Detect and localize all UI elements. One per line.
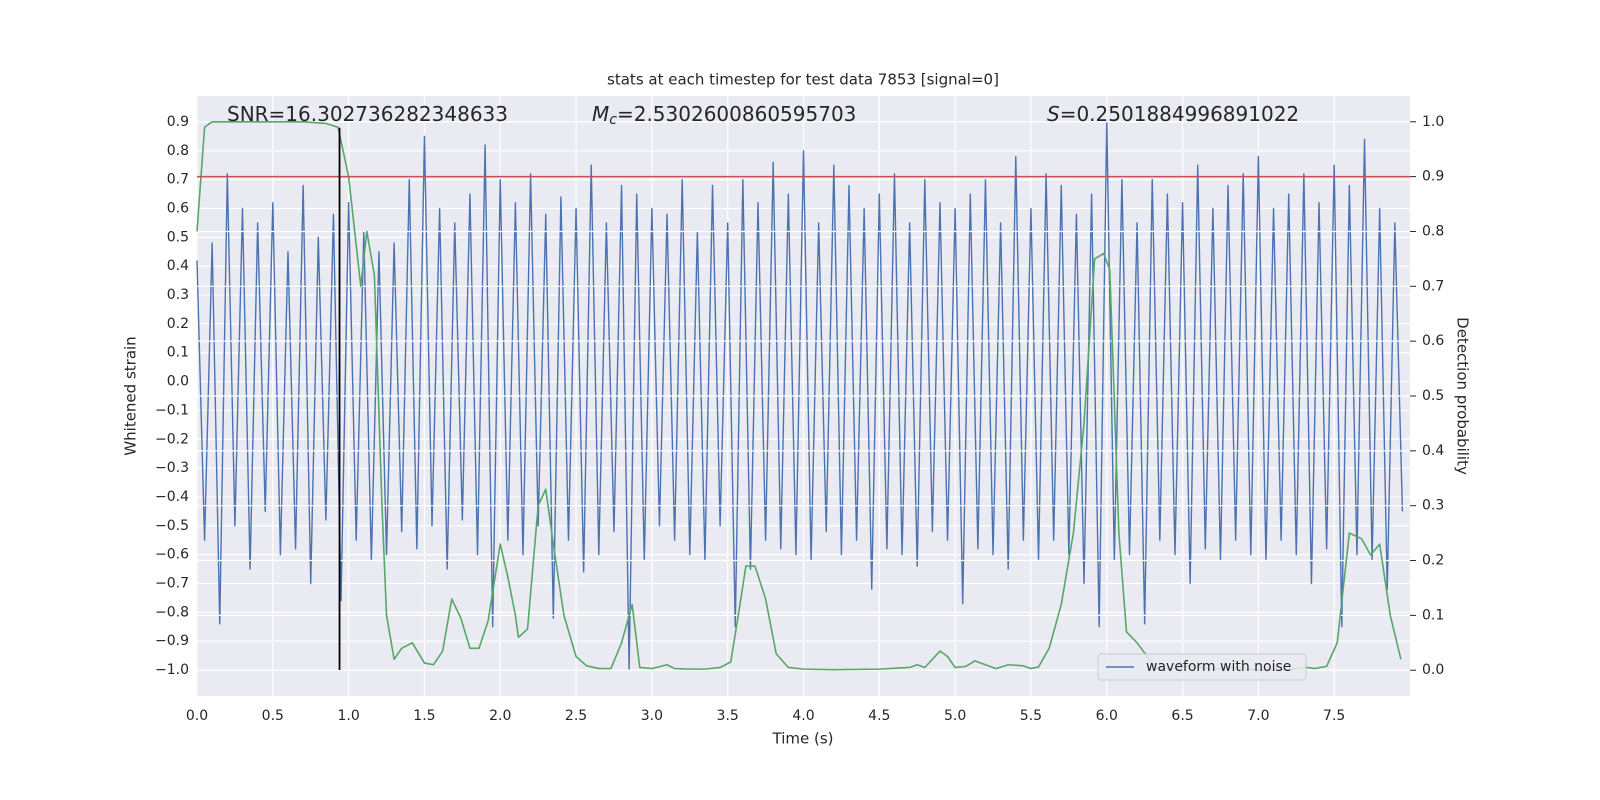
legend-label: waveform with noise (1146, 659, 1291, 675)
x-tick-label: 5.0 (944, 708, 966, 724)
y-tick-label: 0.7 (167, 172, 189, 188)
y2-tick-label: 0.0 (1422, 662, 1444, 678)
legend-box (1097, 653, 1307, 681)
annotation-text: =0.2501884996891022 (1060, 102, 1299, 126)
x-tick-label: 3.0 (641, 708, 663, 724)
x-tick-label: 7.5 (1323, 708, 1345, 724)
y2-tick-label: 0.1 (1422, 607, 1444, 623)
y-tick-label: −0.4 (155, 489, 189, 505)
annotation: SNR=16.302736282348633 (227, 102, 508, 126)
y-tick-label: −0.8 (155, 604, 189, 620)
y-tick-label: 0.1 (167, 345, 189, 361)
y2-tick-label: 0.4 (1422, 443, 1444, 459)
y-tick-label: 0.3 (167, 287, 189, 303)
x-tick-label: 2.5 (565, 708, 587, 724)
annotation-text: =2.5302600860595703 (617, 102, 856, 126)
annotation-symbol: S (1047, 102, 1060, 126)
y-tick-label: −0.3 (155, 460, 189, 476)
x-tick-label: 4.0 (792, 708, 814, 724)
y-tick-label: 0.8 (167, 143, 189, 159)
annotation-text: SNR=16.302736282348633 (227, 102, 508, 126)
y-tick-label: −0.7 (155, 576, 189, 592)
x-tick-label: 4.5 (868, 708, 890, 724)
y-tick-label: 0.0 (167, 374, 189, 390)
x-tick-label: 2.0 (489, 708, 511, 724)
y-tick-label: 0.5 (167, 229, 189, 245)
y2-tick-label: 0.8 (1422, 223, 1444, 239)
annotation: Mc=2.5302600860595703 (592, 102, 856, 129)
x-tick-label: 1.5 (413, 708, 435, 724)
x-tick-label: 0.0 (186, 708, 208, 724)
y2-tick-label: 0.6 (1422, 333, 1444, 349)
x-tick-label: 1.0 (337, 708, 359, 724)
y-tick-label: 0.4 (167, 258, 189, 274)
y2-tick-label: 0.2 (1422, 553, 1444, 569)
x-axis-label: Time (s) (772, 730, 834, 748)
y-tick-label: −0.9 (155, 633, 189, 649)
y-tick-label: −0.5 (155, 518, 189, 534)
y-tick-label: −1.0 (155, 662, 189, 678)
x-tick-label: 3.5 (717, 708, 739, 724)
y2-axis-label: Detection probability (1454, 317, 1472, 475)
x-tick-label: 5.5 (1020, 708, 1042, 724)
series-line (196, 121, 1404, 671)
y-tick-label: 0.6 (167, 201, 189, 217)
y-tick-label: 0.9 (167, 114, 189, 130)
y-tick-label: −0.6 (155, 547, 189, 563)
y2-tick-label: 0.3 (1422, 498, 1444, 514)
x-tick-label: 0.5 (262, 708, 284, 724)
y-axis-label: Whitened strain (122, 336, 140, 455)
y-tick-label: −0.2 (155, 431, 189, 447)
y-tick-label: −0.1 (155, 402, 189, 418)
x-tick-label: 6.5 (1171, 708, 1193, 724)
annotation-symbol: M (592, 102, 609, 126)
y2-tick-label: 0.7 (1422, 278, 1444, 294)
y2-tick-label: 1.0 (1422, 114, 1444, 130)
annotation-subscript: c (609, 112, 617, 128)
chart-title: stats at each timestep for test data 785… (607, 71, 999, 89)
annotation: S=0.2501884996891022 (1047, 102, 1299, 126)
x-tick-label: 6.0 (1096, 708, 1118, 724)
y2-tick-label: 0.5 (1422, 388, 1444, 404)
y-tick-label: 0.2 (167, 316, 189, 332)
x-tick-label: 7.0 (1247, 708, 1269, 724)
y2-tick-label: 0.9 (1422, 169, 1444, 185)
